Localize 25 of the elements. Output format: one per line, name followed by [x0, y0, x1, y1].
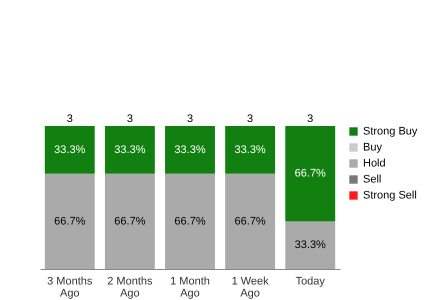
legend-label: Buy — [363, 142, 382, 154]
data-label: 33.3% — [234, 144, 266, 156]
legend-label: Hold — [363, 158, 386, 170]
data-label: 66.7% — [54, 215, 86, 228]
legend-label: Sell — [363, 174, 382, 186]
data-label: 66.7% — [114, 215, 146, 228]
data-label: 66.7% — [294, 168, 326, 180]
annotation: 3 — [247, 113, 254, 125]
x-tick-label: Today — [296, 276, 326, 288]
data-label: 66.7% — [234, 215, 266, 228]
data-label: 66.7% — [174, 215, 206, 228]
annotation: 3 — [126, 113, 133, 125]
data-label: 33.3% — [294, 239, 326, 252]
legend-label: Strong Sell — [363, 190, 417, 202]
annotation: 3 — [186, 113, 194, 125]
x-tick-label: 2 Months Ago — [107, 276, 153, 300]
data-label: 33.3% — [114, 144, 146, 156]
annotation: 3 — [66, 113, 73, 125]
x-tick-label: 1 Month Ago — [170, 276, 210, 300]
annotation: 3 — [307, 113, 314, 125]
legend-label: Strong Buy — [363, 126, 418, 138]
data-label: 33.3% — [54, 144, 86, 156]
x-tick-label: 1 Week Ago — [232, 276, 270, 300]
x-tick-label: 3 Months Ago — [47, 276, 93, 300]
data-label: 33.3% — [174, 144, 206, 156]
